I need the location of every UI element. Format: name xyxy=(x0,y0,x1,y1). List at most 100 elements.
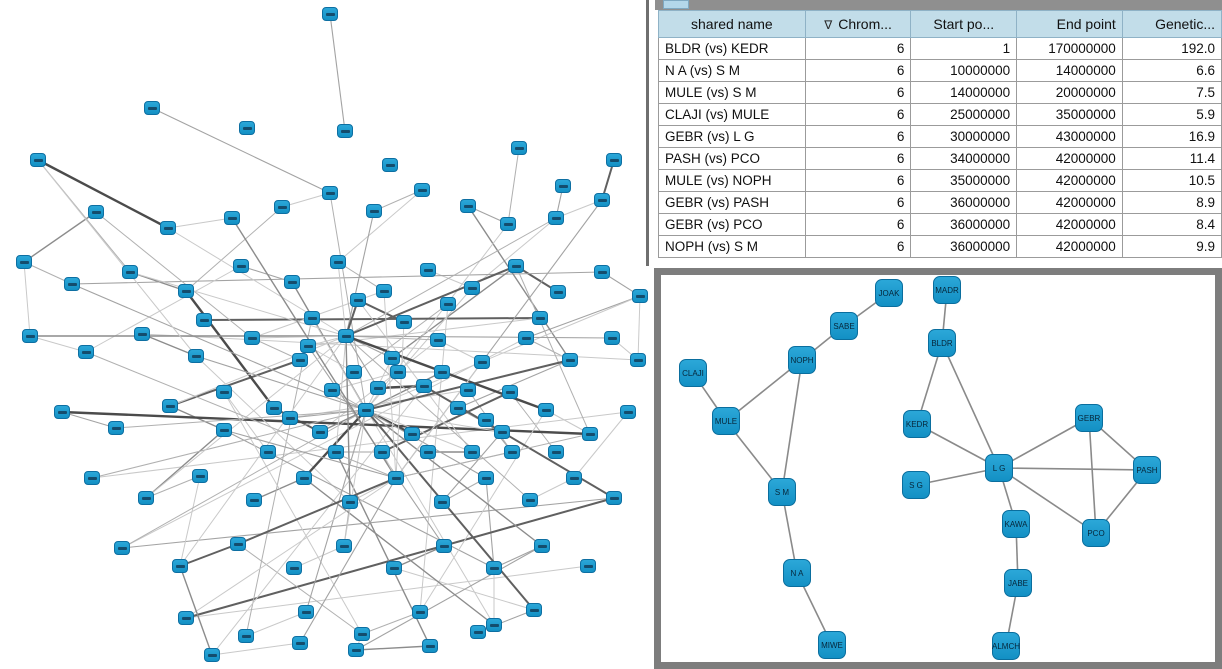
network-node[interactable] xyxy=(348,643,364,657)
sub-network-view[interactable]: JOAK MADR SABE BLDR NOPH CLAJI MULE KEDR GEBR L G… xyxy=(661,275,1215,662)
network-node[interactable] xyxy=(440,297,456,311)
table-row[interactable]: N A (vs) S M 6 10000000 14000000 6.6 xyxy=(658,59,1222,82)
network-node[interactable] xyxy=(160,221,176,235)
network-node[interactable] xyxy=(88,205,104,219)
network-node[interactable] xyxy=(414,183,430,197)
column-header-chrom[interactable]: ∇ Chrom... xyxy=(804,10,912,38)
network-node-almch[interactable]: ALMCH xyxy=(992,632,1020,660)
network-node-joak[interactable]: JOAK xyxy=(875,279,903,307)
panel-divider[interactable] xyxy=(646,0,649,266)
table-cell[interactable]: 6 xyxy=(804,191,912,214)
network-node[interactable] xyxy=(538,403,554,417)
table-cell[interactable]: 36000000 xyxy=(910,213,1018,236)
network-node[interactable] xyxy=(292,353,308,367)
table-row[interactable]: GEBR (vs) PCO 6 36000000 42000000 8.4 xyxy=(658,213,1222,236)
network-node[interactable] xyxy=(292,636,308,650)
network-node[interactable] xyxy=(286,561,302,575)
network-node[interactable] xyxy=(384,351,400,365)
table-row[interactable]: BLDR (vs) KEDR 6 1 170000000 192.0 xyxy=(658,37,1222,60)
network-node[interactable] xyxy=(336,539,352,553)
network-node[interactable] xyxy=(508,259,524,273)
table-cell[interactable]: 6.6 xyxy=(1121,59,1222,82)
network-node[interactable] xyxy=(358,403,374,417)
network-node[interactable] xyxy=(511,141,527,155)
network-node[interactable] xyxy=(486,561,502,575)
network-node-miwe[interactable]: MIWE xyxy=(818,631,846,659)
network-node[interactable] xyxy=(434,495,450,509)
network-node[interactable] xyxy=(548,445,564,459)
network-node[interactable] xyxy=(108,421,124,435)
network-node[interactable] xyxy=(606,491,622,505)
network-node[interactable] xyxy=(296,471,312,485)
network-node[interactable] xyxy=(162,399,178,413)
table-cell[interactable]: 8.9 xyxy=(1121,191,1222,214)
table-cell[interactable]: 10.5 xyxy=(1121,169,1222,192)
filter-icon[interactable]: ∇ xyxy=(824,18,833,32)
network-node[interactable] xyxy=(386,561,402,575)
network-node[interactable] xyxy=(460,383,476,397)
network-node[interactable] xyxy=(396,315,412,329)
network-node[interactable] xyxy=(420,263,436,277)
network-node[interactable] xyxy=(464,445,480,459)
network-node[interactable] xyxy=(134,327,150,341)
network-node[interactable] xyxy=(632,289,648,303)
network-node[interactable] xyxy=(502,385,518,399)
network-node[interactable] xyxy=(216,423,232,437)
table-cell[interactable]: 14000000 xyxy=(1016,59,1123,82)
network-node[interactable] xyxy=(239,121,255,135)
network-node[interactable] xyxy=(84,471,100,485)
network-node[interactable] xyxy=(420,445,436,459)
table-cell[interactable]: 36000000 xyxy=(910,235,1018,258)
table-cell[interactable]: N A (vs) S M xyxy=(658,59,806,82)
network-node[interactable] xyxy=(582,427,598,441)
network-node-claji[interactable]: CLAJI xyxy=(679,359,707,387)
network-node[interactable] xyxy=(322,7,338,21)
network-node[interactable] xyxy=(478,471,494,485)
network-node[interactable] xyxy=(78,345,94,359)
network-node-lg[interactable]: L G xyxy=(985,454,1013,482)
network-node[interactable] xyxy=(566,471,582,485)
network-node[interactable] xyxy=(376,284,392,298)
network-node[interactable] xyxy=(470,625,486,639)
network-node[interactable] xyxy=(178,611,194,625)
network-node[interactable] xyxy=(233,259,249,273)
network-node-madr[interactable]: MADR xyxy=(933,276,961,304)
network-node[interactable] xyxy=(260,445,276,459)
network-node[interactable] xyxy=(555,179,571,193)
network-node[interactable] xyxy=(474,355,490,369)
table-cell[interactable]: 6 xyxy=(804,37,912,60)
network-node-pco[interactable]: PCO xyxy=(1082,519,1110,547)
table-cell[interactable]: 42000000 xyxy=(1016,191,1123,214)
table-row[interactable]: PASH (vs) PCO 6 34000000 42000000 11.4 xyxy=(658,147,1222,170)
network-node[interactable] xyxy=(412,605,428,619)
table-cell[interactable]: 6 xyxy=(804,125,912,148)
table-cell[interactable]: 6 xyxy=(804,81,912,104)
network-node[interactable] xyxy=(450,401,466,415)
network-node[interactable] xyxy=(388,471,404,485)
network-node[interactable] xyxy=(436,539,452,553)
network-node[interactable] xyxy=(518,331,534,345)
table-cell[interactable]: 43000000 xyxy=(1016,125,1123,148)
network-node[interactable] xyxy=(404,427,420,441)
table-cell[interactable]: 5.9 xyxy=(1121,103,1222,126)
network-node[interactable] xyxy=(244,331,260,345)
table-cell[interactable]: 6 xyxy=(804,213,912,236)
table-cell[interactable]: 6 xyxy=(804,169,912,192)
table-row[interactable]: MULE (vs) S M 6 14000000 20000000 7.5 xyxy=(658,81,1222,104)
network-node[interactable] xyxy=(312,425,328,439)
table-cell[interactable]: 10000000 xyxy=(910,59,1018,82)
network-node[interactable] xyxy=(478,413,494,427)
table-cell[interactable]: 42000000 xyxy=(1016,147,1123,170)
network-node[interactable] xyxy=(500,217,516,231)
network-node[interactable] xyxy=(350,293,366,307)
table-cell[interactable]: NOPH (vs) S M xyxy=(658,235,806,258)
network-node[interactable] xyxy=(54,405,70,419)
network-node[interactable] xyxy=(526,603,542,617)
table-cell[interactable]: GEBR (vs) L G xyxy=(658,125,806,148)
table-cell[interactable]: PASH (vs) PCO xyxy=(658,147,806,170)
table-cell[interactable]: 14000000 xyxy=(910,81,1018,104)
network-node[interactable] xyxy=(374,445,390,459)
table-cell[interactable]: 8.4 xyxy=(1121,213,1222,236)
network-node-sabe[interactable]: SABE xyxy=(830,312,858,340)
network-node-sg[interactable]: S G xyxy=(902,471,930,499)
